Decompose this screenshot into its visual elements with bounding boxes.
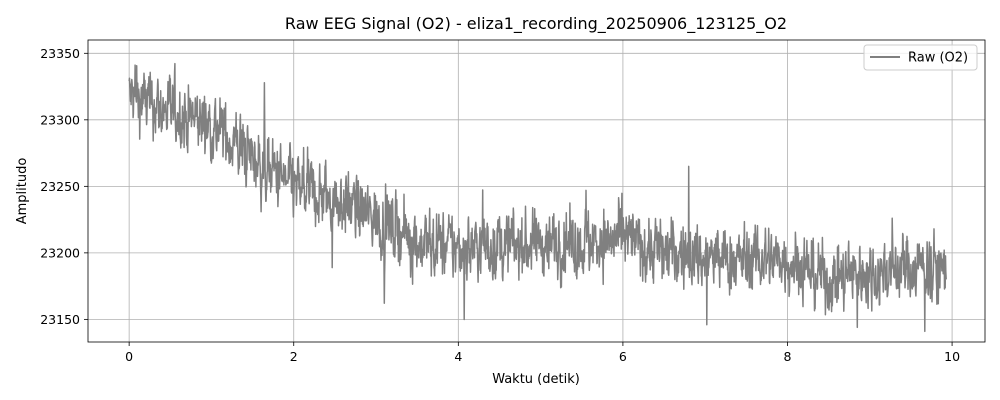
chart-title: Raw EEG Signal (O2) - eliza1_recording_2…	[285, 14, 787, 34]
legend-box	[863, 44, 978, 71]
plot-background	[88, 40, 985, 342]
plot-frame	[87, 39, 986, 343]
x-tick-label: 8	[784, 349, 792, 364]
y-axis: 23150 23200 23250 23300 23350	[40, 46, 88, 327]
legend-label: Raw (O2)	[908, 51, 968, 66]
x-tick-label: 4	[454, 349, 462, 364]
x-axis: 0 2 4 6 8 10	[125, 342, 960, 364]
y-tick-label: 23300	[40, 112, 80, 127]
y-tick-label: 23250	[40, 179, 80, 194]
x-axis-label: Waktu (detik)	[492, 372, 580, 387]
x-tick-label: 10	[944, 349, 960, 364]
plot-area	[87, 39, 986, 343]
legend: Raw (O2)	[863, 44, 978, 71]
x-tick-label: 0	[125, 349, 133, 364]
x-tick-label: 6	[619, 349, 627, 364]
y-axis-label: Amplitudo	[15, 158, 30, 225]
y-tick-label: 23200	[40, 245, 80, 260]
y-tick-label: 23350	[40, 46, 80, 61]
x-tick-label: 2	[290, 349, 298, 364]
grid-lines	[88, 40, 985, 342]
series-line-raw-o2	[128, 62, 947, 333]
y-tick-label: 23150	[40, 312, 80, 327]
